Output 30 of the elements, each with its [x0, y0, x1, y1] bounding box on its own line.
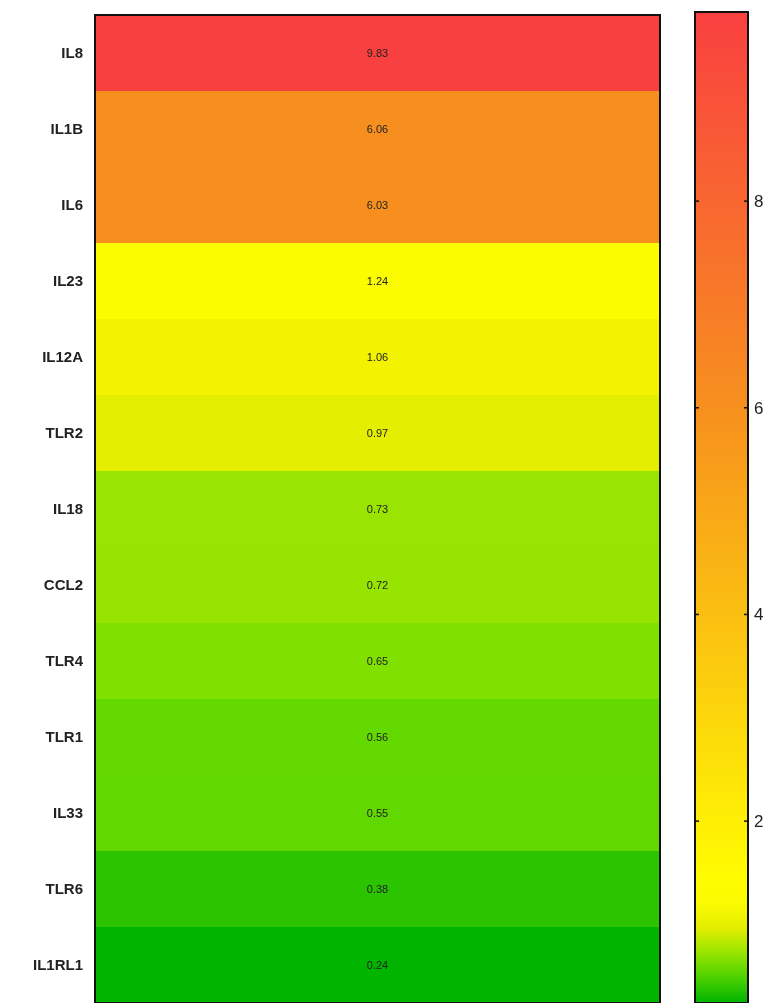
color-bar-label: 6	[754, 398, 764, 418]
y-tick-label: IL23	[52, 272, 83, 290]
color-bar-label: 2	[754, 812, 764, 832]
data-label: 1.06	[366, 350, 389, 363]
data-label: 6.06	[366, 122, 389, 135]
data-label: 0.72	[366, 578, 389, 591]
data-label: 0.55	[366, 806, 389, 819]
y-tick-label: IL1RL1	[32, 956, 83, 974]
y-tick-label: CCL2	[43, 576, 83, 594]
data-label: 6.03	[366, 198, 389, 211]
y-tick-label: IL12A	[42, 348, 84, 366]
y-tick-label: IL18	[52, 500, 83, 518]
y-tick-label: IL1B	[50, 120, 84, 138]
data-label: 9.83	[366, 46, 389, 59]
data-label: 0.56	[366, 730, 389, 743]
color-bar-label: 8	[754, 192, 764, 212]
data-label: 0.97	[366, 426, 389, 439]
y-tick-label: IL8	[61, 44, 83, 62]
color-bar-label: 4	[754, 605, 764, 625]
y-tick-label: TLR6	[45, 880, 83, 898]
data-label: 1.24	[366, 274, 389, 287]
data-label: 0.73	[366, 502, 389, 515]
data-label: 0.38	[366, 882, 389, 895]
y-tick-label: IL6	[61, 196, 83, 214]
y-tick-label: TLR4	[45, 652, 84, 670]
data-label: 0.24	[366, 958, 389, 971]
y-tick-label: TLR2	[45, 424, 83, 442]
data-label: 0.65	[366, 654, 389, 667]
y-tick-label: TLR1	[45, 728, 83, 746]
y-tick-label: IL33	[52, 804, 83, 822]
